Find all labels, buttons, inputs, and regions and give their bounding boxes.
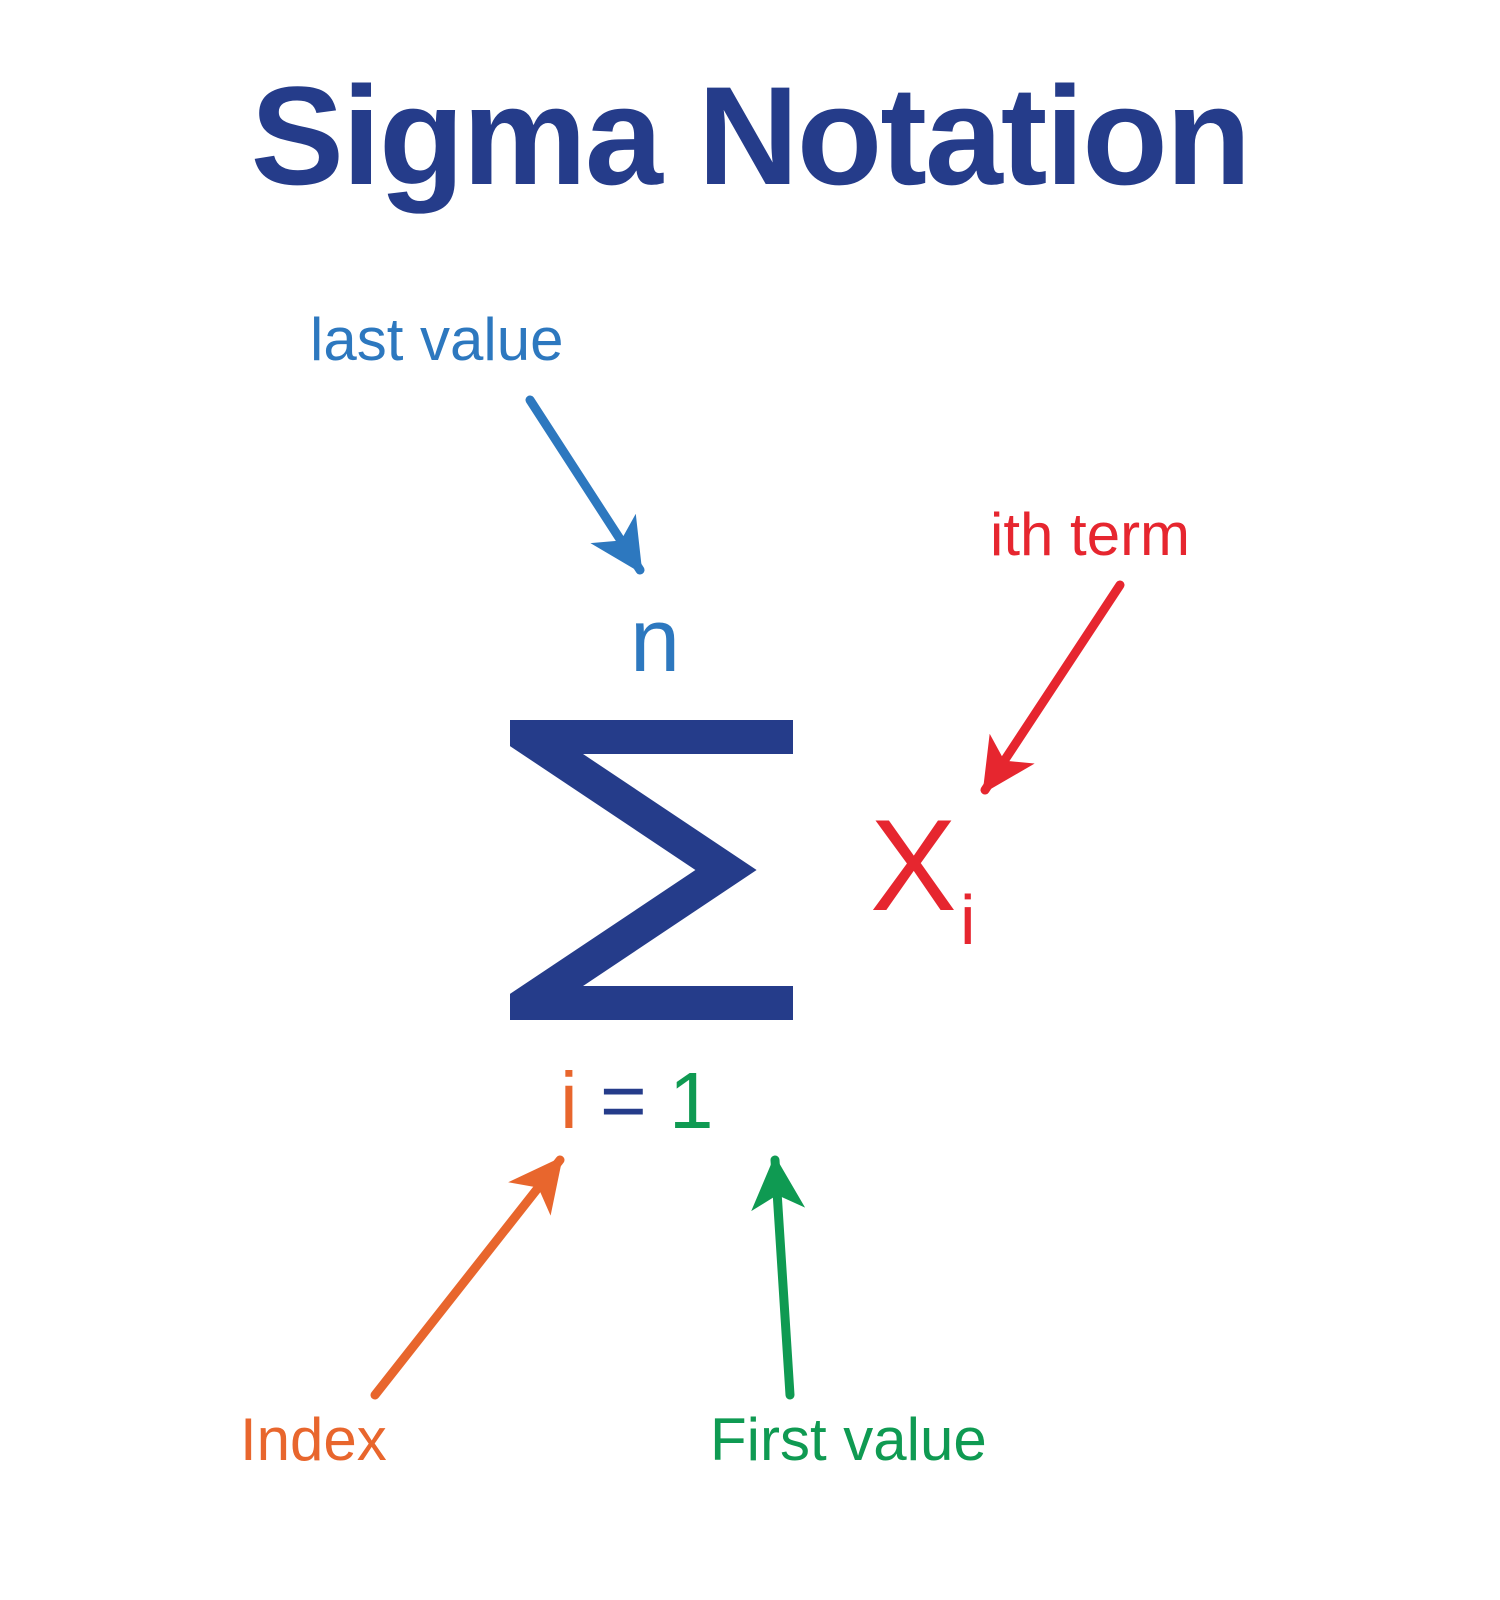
equals-sign: =	[578, 1056, 669, 1145]
label-first-value: First value	[710, 1405, 987, 1474]
upper-limit: n	[630, 590, 680, 693]
label-last-value: last value	[310, 305, 563, 374]
label-index: Index	[240, 1405, 387, 1474]
lower-limit: i = 1	[560, 1055, 713, 1147]
term-variable: X	[870, 790, 957, 940]
page-title: Sigma Notation	[0, 55, 1500, 217]
diagram-canvas: Sigma Notation last value ith term Index…	[0, 0, 1500, 1600]
sigma-icon	[510, 720, 810, 1020]
first-value-number: 1	[669, 1056, 714, 1145]
index-variable: i	[560, 1056, 578, 1145]
label-ith-term: ith term	[990, 500, 1190, 569]
term-subscript: i	[960, 880, 976, 960]
